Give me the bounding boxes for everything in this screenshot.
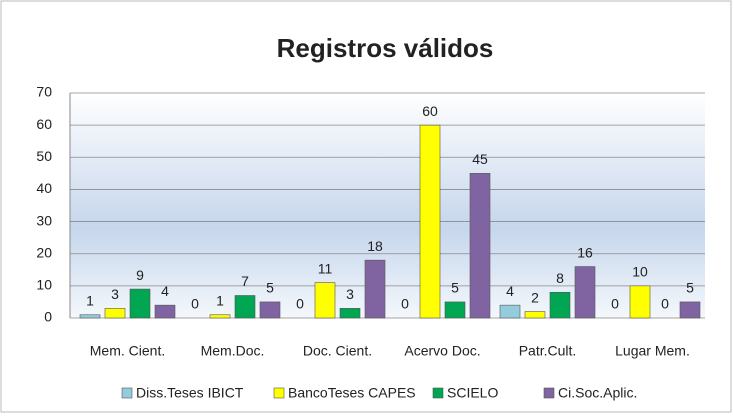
legend-label: BancoTeses CAPES: [288, 385, 416, 401]
data-label: 0: [296, 296, 304, 312]
x-tick-label: Patr.Cult.: [519, 343, 577, 359]
x-tick-label: Lugar Mem.: [615, 343, 690, 359]
bar: [679, 301, 701, 319]
legend-label: SCIELO: [447, 385, 498, 401]
data-label: 18: [367, 238, 383, 254]
y-tick-label: 60: [36, 116, 52, 132]
bar: [469, 173, 491, 319]
legend-label: Ci.Soc.Aplic.: [558, 385, 637, 401]
data-label: 1: [216, 292, 224, 308]
data-label: 0: [401, 296, 409, 312]
bar: [154, 304, 176, 319]
legend-swatch: [273, 387, 285, 399]
bar: [234, 295, 256, 319]
bar: [419, 124, 441, 319]
bar: [209, 314, 231, 319]
bar: [499, 304, 521, 319]
legend-swatch: [543, 387, 555, 399]
legend-swatch: [432, 387, 444, 399]
data-label: 5: [266, 280, 274, 296]
bar: [104, 308, 126, 319]
data-label: 7: [241, 273, 249, 289]
data-label: 5: [686, 280, 694, 296]
y-tick-label: 30: [36, 212, 52, 228]
data-label: 45: [472, 151, 488, 167]
data-label: 3: [111, 286, 119, 302]
data-label: 4: [161, 283, 169, 299]
data-label: 60: [422, 103, 438, 119]
bar: [364, 259, 386, 319]
x-tick-label: Mem.Doc.: [201, 343, 265, 359]
bar: [79, 314, 101, 319]
y-tick-label: 40: [36, 180, 52, 196]
bar: [129, 288, 151, 319]
y-tick-label: 70: [36, 84, 52, 100]
bar: [314, 282, 336, 319]
y-tick-label: 10: [36, 277, 52, 293]
plot-area: [70, 93, 705, 318]
y-tick-label: 20: [36, 244, 52, 260]
data-label: 8: [556, 270, 564, 286]
data-label: 16: [577, 244, 593, 260]
data-label: 4: [506, 283, 514, 299]
data-label: 1: [86, 292, 94, 308]
bar: [339, 308, 361, 319]
chart-title: Registros válidos: [277, 33, 494, 63]
data-label: 0: [661, 296, 669, 312]
bar: [574, 266, 596, 319]
data-label: 0: [191, 296, 199, 312]
bar: [524, 311, 546, 319]
data-label: 3: [346, 286, 354, 302]
data-label: 11: [318, 260, 333, 276]
data-label: 10: [632, 264, 648, 280]
data-label: 5: [451, 280, 459, 296]
bar: [549, 291, 571, 319]
legend-swatch: [121, 387, 133, 399]
bar: [259, 301, 281, 319]
x-tick-label: Acervo Doc.: [404, 343, 480, 359]
bar: [444, 301, 466, 319]
y-tick-label: 50: [36, 148, 52, 164]
y-tick-label: 0: [44, 309, 52, 325]
bar: [629, 285, 651, 319]
legend-label: Diss.Teses IBICT: [136, 385, 244, 401]
x-tick-label: Mem. Cient.: [90, 343, 165, 359]
x-tick-label: Doc. Cient.: [303, 343, 372, 359]
data-label: 2: [531, 289, 539, 305]
data-label: 0: [611, 296, 619, 312]
data-label: 9: [136, 267, 144, 283]
